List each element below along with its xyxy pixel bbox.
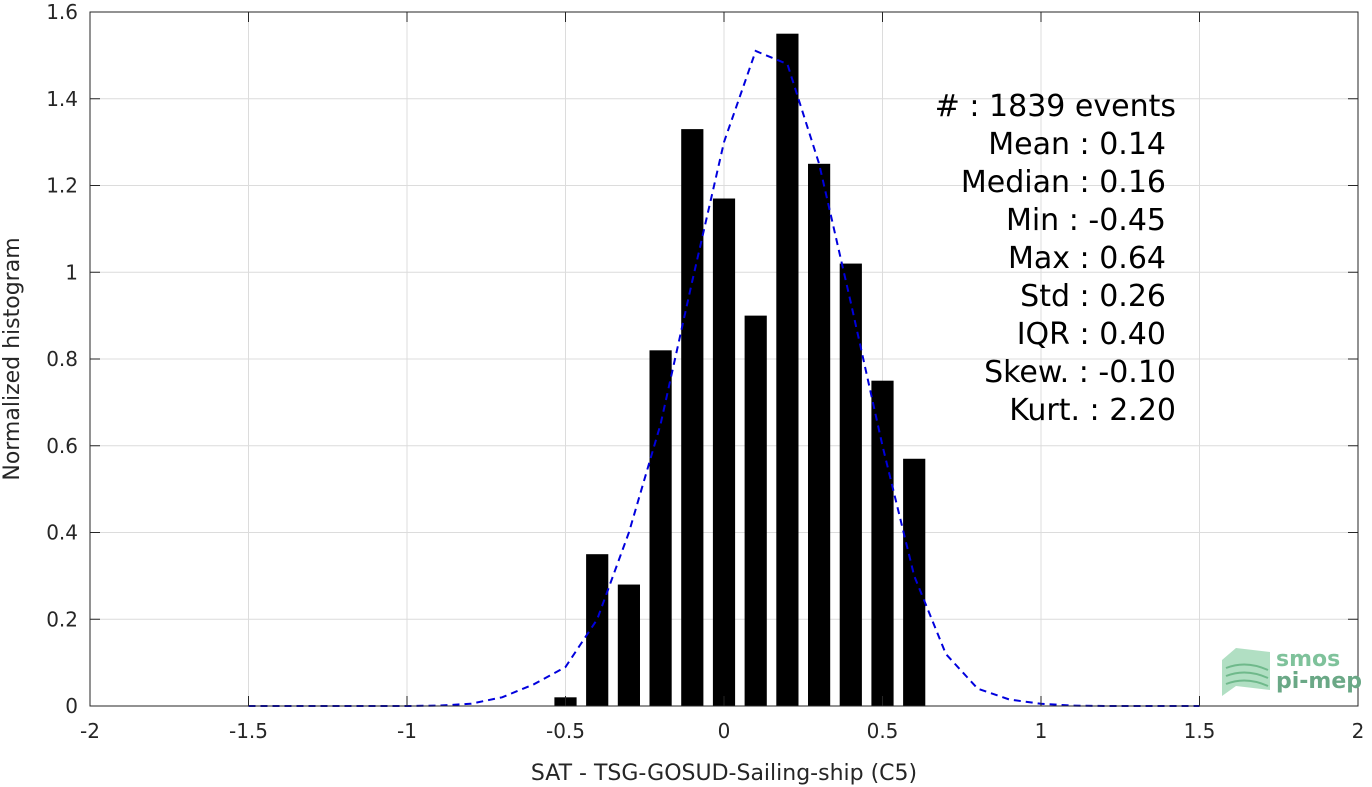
stats-line: Std : 0.26 <box>1020 279 1166 314</box>
y-tick-label: 1.2 <box>46 174 78 198</box>
x-tick-label: 0.5 <box>867 719 899 743</box>
histogram-bar <box>712 198 736 706</box>
logo-text-smos: smos <box>1276 647 1340 672</box>
histogram-bar <box>649 350 672 706</box>
x-tick-label: -1 <box>397 719 417 743</box>
y-tick-labels: 0 0.2 0.4 0.6 0.8 1 1.2 1.4 1.6 <box>46 0 78 718</box>
wave-icon <box>1222 648 1270 696</box>
y-tick-label: 0.2 <box>46 607 78 631</box>
y-tick-label: 1.4 <box>46 87 78 111</box>
y-tick-label: 0 <box>65 694 78 718</box>
histogram-bars <box>554 33 926 707</box>
logo-text-pi-mep: pi-mep <box>1276 669 1362 694</box>
x-tick-label: -2 <box>80 719 100 743</box>
stats-line: Mean : 0.14 <box>988 127 1166 162</box>
x-tick-label: 1 <box>1035 719 1048 743</box>
x-axis-label: SAT - TSG-GOSUD-Sailing-ship (C5) <box>531 761 917 786</box>
histogram-bar <box>776 33 799 706</box>
y-tick-label: 0.4 <box>46 521 78 545</box>
histogram-bar <box>586 554 609 706</box>
x-tick-label: 2 <box>1352 719 1365 743</box>
stats-line: Median : 0.16 <box>961 165 1166 200</box>
histogram-bar <box>681 129 704 707</box>
stats-line: Max : 0.64 <box>1008 241 1166 276</box>
histogram-bar <box>744 315 767 706</box>
stats-line: Skew. : -0.10 <box>984 355 1176 390</box>
histogram-bar <box>903 458 926 706</box>
stats-line: # : 1839 events <box>935 89 1176 124</box>
x-tick-labels: -2 -1.5 -1 -0.5 0 0.5 1 1.5 2 <box>80 719 1364 743</box>
y-tick-label: 0.8 <box>46 347 78 371</box>
histogram-bar <box>617 584 640 706</box>
smos-pi-mep-logo: smos pi-mep <box>1222 647 1362 696</box>
stats-line: IQR : 0.40 <box>1017 317 1166 352</box>
x-tick-label: 1.5 <box>1184 719 1216 743</box>
x-tick-label: -0.5 <box>546 719 585 743</box>
y-tick-label: 1 <box>65 260 78 284</box>
y-axis-label: Normalized histogram <box>0 237 25 480</box>
axes <box>89 11 1359 707</box>
y-tick-label: 0.6 <box>46 434 78 458</box>
histogram-bar <box>808 163 831 706</box>
stats-line: Min : -0.45 <box>1006 203 1166 238</box>
histogram-bar <box>871 380 894 706</box>
histogram-bar <box>839 263 862 706</box>
x-tick-label: 0 <box>718 719 731 743</box>
x-tick-label: -1.5 <box>229 719 268 743</box>
y-tick-label: 1.6 <box>46 0 78 24</box>
stats-line: Kurt. : 2.20 <box>1009 393 1176 428</box>
